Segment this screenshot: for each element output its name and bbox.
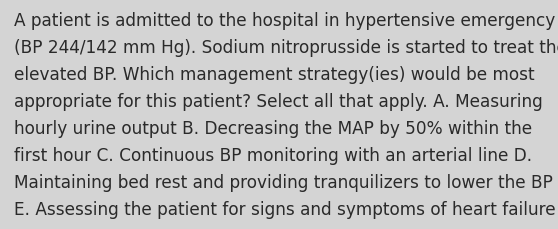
Text: Maintaining bed rest and providing tranquilizers to lower the BP: Maintaining bed rest and providing tranq… [14,174,553,191]
Text: (BP 244/142 mm Hg). Sodium nitroprusside is started to treat the: (BP 244/142 mm Hg). Sodium nitroprusside… [14,38,558,56]
Text: E. Assessing the patient for signs and symptoms of heart failure: E. Assessing the patient for signs and s… [14,201,556,218]
Text: hourly urine output B. Decreasing the MAP by 50% within the: hourly urine output B. Decreasing the MA… [14,120,532,137]
Text: appropriate for this patient? Select all that apply. A. Measuring: appropriate for this patient? Select all… [14,93,543,110]
Text: and changes in mental status: and changes in mental status [14,228,264,229]
Text: elevated BP. Which management strategy(ies) would be most: elevated BP. Which management strategy(i… [14,65,535,83]
Text: first hour C. Continuous BP monitoring with an arterial line D.: first hour C. Continuous BP monitoring w… [14,147,532,164]
Text: A patient is admitted to the hospital in hypertensive emergency: A patient is admitted to the hospital in… [14,11,555,29]
